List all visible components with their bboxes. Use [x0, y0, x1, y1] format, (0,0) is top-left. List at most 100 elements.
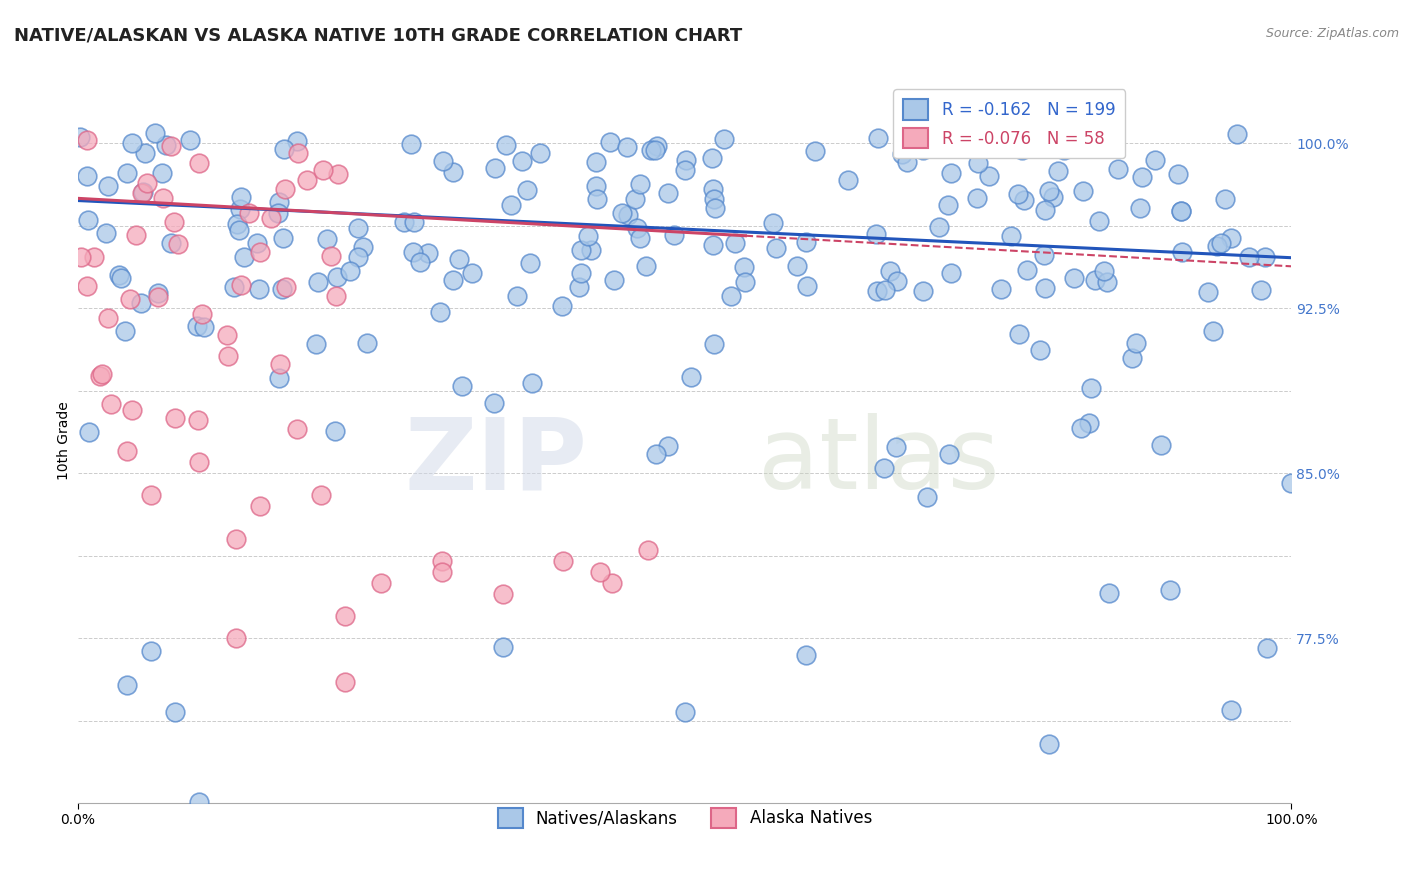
- Point: [1279, 476, 1302, 491]
- Point: [626, 220, 648, 235]
- Point: [416, 245, 439, 260]
- Point: [977, 169, 1000, 183]
- Point: [657, 186, 679, 201]
- Point: [679, 370, 702, 384]
- Point: [884, 440, 907, 454]
- Point: [647, 138, 669, 153]
- Point: [734, 275, 756, 289]
- Point: [938, 447, 960, 461]
- Point: [269, 371, 291, 385]
- Point: [370, 576, 392, 591]
- Point: [786, 260, 808, 274]
- Point: [700, 151, 723, 165]
- Point: [662, 227, 685, 242]
- Point: [616, 140, 638, 154]
- Point: [89, 368, 111, 383]
- Point: [990, 282, 1012, 296]
- Point: [673, 705, 696, 719]
- Point: [568, 280, 591, 294]
- Point: [346, 250, 368, 264]
- Point: [896, 155, 918, 169]
- Point: [936, 198, 959, 212]
- Point: [1071, 184, 1094, 198]
- Point: [315, 232, 337, 246]
- Point: [430, 565, 453, 579]
- Point: [429, 305, 451, 319]
- Point: [912, 143, 935, 157]
- Point: [599, 135, 621, 149]
- Point: [229, 277, 252, 292]
- Point: [69, 129, 91, 144]
- Point: [155, 137, 177, 152]
- Point: [139, 644, 162, 658]
- Point: [166, 236, 188, 251]
- Point: [720, 288, 742, 302]
- Point: [1202, 324, 1225, 338]
- Point: [585, 179, 607, 194]
- Point: [1092, 263, 1115, 277]
- Point: [269, 358, 291, 372]
- Point: [1167, 168, 1189, 182]
- Point: [267, 194, 290, 209]
- Point: [217, 349, 239, 363]
- Point: [402, 215, 425, 229]
- Point: [585, 154, 607, 169]
- Point: [645, 447, 668, 461]
- Text: atlas: atlas: [758, 414, 1000, 510]
- Point: [1159, 583, 1181, 598]
- Point: [586, 192, 609, 206]
- Point: [837, 173, 859, 187]
- Point: [1042, 190, 1064, 204]
- Point: [91, 368, 114, 382]
- Point: [939, 166, 962, 180]
- Point: [273, 142, 295, 156]
- Point: [246, 236, 269, 251]
- Point: [1206, 239, 1229, 253]
- Point: [1080, 381, 1102, 395]
- Point: [115, 678, 138, 692]
- Point: [193, 319, 215, 334]
- Point: [516, 183, 538, 197]
- Point: [762, 216, 785, 230]
- Point: [1130, 169, 1153, 184]
- Point: [165, 411, 187, 425]
- Point: [1014, 193, 1036, 207]
- Point: [675, 153, 697, 168]
- Point: [271, 282, 294, 296]
- Point: [187, 412, 209, 426]
- Point: [484, 161, 506, 175]
- Point: [519, 256, 541, 270]
- Point: [449, 252, 471, 266]
- Point: [1000, 229, 1022, 244]
- Point: [589, 565, 612, 579]
- Point: [1047, 164, 1070, 178]
- Point: [610, 205, 633, 219]
- Point: [179, 133, 201, 147]
- Point: [628, 178, 651, 192]
- Point: [399, 136, 422, 151]
- Point: [233, 251, 256, 265]
- Point: [644, 143, 666, 157]
- Point: [76, 169, 98, 184]
- Point: [794, 235, 817, 249]
- Point: [271, 231, 294, 245]
- Point: [928, 220, 950, 235]
- Point: [441, 273, 464, 287]
- Point: [917, 490, 939, 504]
- Point: [616, 208, 638, 222]
- Point: [225, 532, 247, 546]
- Point: [321, 249, 343, 263]
- Point: [1038, 184, 1060, 198]
- Point: [873, 283, 896, 297]
- Point: [392, 215, 415, 229]
- Point: [131, 186, 153, 200]
- Point: [911, 284, 934, 298]
- Point: [143, 126, 166, 140]
- Point: [100, 397, 122, 411]
- Point: [312, 163, 335, 178]
- Point: [1033, 247, 1056, 261]
- Text: ZIP: ZIP: [405, 414, 588, 510]
- Point: [967, 155, 990, 169]
- Point: [1011, 143, 1033, 157]
- Point: [495, 138, 517, 153]
